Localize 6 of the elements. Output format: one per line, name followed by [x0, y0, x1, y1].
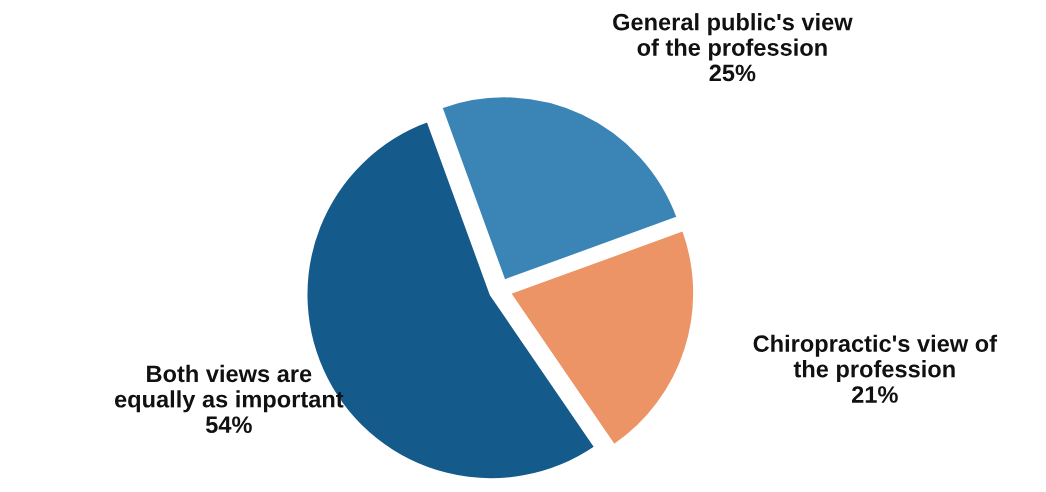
- data-label: 21%: [851, 386, 898, 403]
- data-label: 25%: [709, 64, 756, 82]
- slice-label: Both views are equally as important: [114, 364, 344, 413]
- slice-label: Chiropractic's view of the profession: [753, 334, 998, 383]
- slice-label: General public's view of the profession: [613, 13, 853, 61]
- data-label: 54%: [205, 416, 252, 434]
